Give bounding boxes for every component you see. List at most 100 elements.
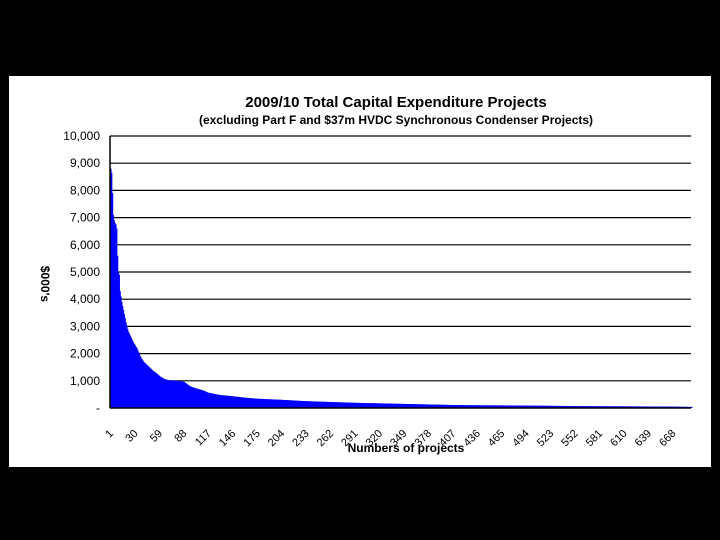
bar	[586, 406, 588, 408]
bar	[414, 404, 416, 408]
bar	[604, 406, 606, 408]
bar	[314, 401, 316, 408]
bar	[304, 401, 307, 408]
bar	[487, 405, 489, 408]
bar	[557, 405, 559, 408]
x-tick-label: 262	[315, 428, 336, 449]
bar	[148, 366, 150, 408]
bar	[222, 395, 224, 408]
bar	[471, 405, 474, 408]
bar	[609, 406, 611, 408]
bar	[278, 399, 281, 408]
bar	[530, 405, 533, 408]
grid-lines	[110, 135, 691, 382]
bar	[311, 401, 314, 408]
bar	[285, 400, 287, 408]
bar	[155, 373, 158, 408]
bar	[113, 220, 115, 408]
bar	[599, 406, 601, 408]
bar	[620, 406, 622, 408]
bar	[141, 359, 143, 408]
bar	[435, 404, 438, 408]
bar	[126, 326, 128, 408]
bar	[399, 403, 401, 408]
bar	[466, 405, 469, 408]
bar	[461, 405, 464, 408]
bar	[130, 337, 132, 408]
bar	[110, 172, 113, 408]
bar	[205, 391, 207, 408]
bar	[351, 402, 353, 408]
bar	[185, 383, 188, 408]
bar	[617, 406, 620, 408]
bar	[421, 404, 423, 408]
bar	[470, 405, 472, 408]
bar	[413, 404, 416, 408]
bar	[489, 405, 491, 408]
bar	[481, 405, 483, 408]
bar	[159, 376, 162, 408]
bar	[259, 398, 261, 408]
bar	[449, 404, 452, 408]
bar	[112, 214, 115, 408]
bar	[560, 405, 562, 408]
bar	[212, 393, 214, 408]
bar	[174, 380, 176, 408]
bar	[129, 335, 131, 408]
bar	[185, 383, 187, 408]
bar	[626, 406, 628, 408]
bar	[220, 395, 222, 408]
bar	[408, 404, 411, 408]
bar-series	[109, 136, 693, 409]
bar	[355, 402, 357, 408]
bar	[191, 387, 194, 408]
bar	[168, 380, 170, 408]
bar	[484, 405, 486, 408]
bar	[333, 402, 335, 408]
bar	[627, 406, 630, 408]
bar	[195, 388, 197, 408]
bar	[207, 392, 210, 408]
bar	[440, 404, 443, 408]
bar	[539, 405, 541, 408]
bar	[245, 397, 248, 408]
bar	[307, 401, 309, 408]
bar	[564, 405, 567, 408]
bar	[424, 404, 427, 408]
bar	[381, 403, 384, 408]
bar	[410, 404, 412, 408]
bar	[645, 406, 647, 408]
bar	[352, 402, 354, 408]
bar	[232, 396, 234, 408]
bar	[401, 403, 403, 408]
bar	[492, 405, 495, 408]
bar	[524, 405, 526, 408]
bar	[295, 400, 298, 408]
bar	[180, 381, 183, 408]
bar	[395, 403, 398, 408]
bar	[318, 401, 320, 408]
bar	[457, 405, 459, 408]
bar	[331, 402, 333, 408]
y-tick-label: 9,000	[70, 156, 100, 170]
bar	[411, 404, 413, 408]
bar	[158, 376, 161, 408]
bar	[624, 406, 626, 408]
bar	[374, 403, 376, 408]
bar	[191, 386, 193, 408]
bar	[176, 380, 179, 408]
bar	[436, 404, 438, 408]
bar	[601, 406, 604, 408]
bar	[277, 399, 280, 408]
bar	[450, 404, 453, 408]
bar	[383, 403, 385, 408]
bar	[374, 403, 377, 408]
bar	[419, 404, 421, 408]
bar	[571, 406, 573, 408]
bar	[219, 395, 222, 408]
bar	[250, 398, 252, 408]
bar	[347, 402, 350, 408]
bar	[621, 406, 624, 408]
bar	[186, 384, 189, 408]
bar	[573, 406, 575, 408]
